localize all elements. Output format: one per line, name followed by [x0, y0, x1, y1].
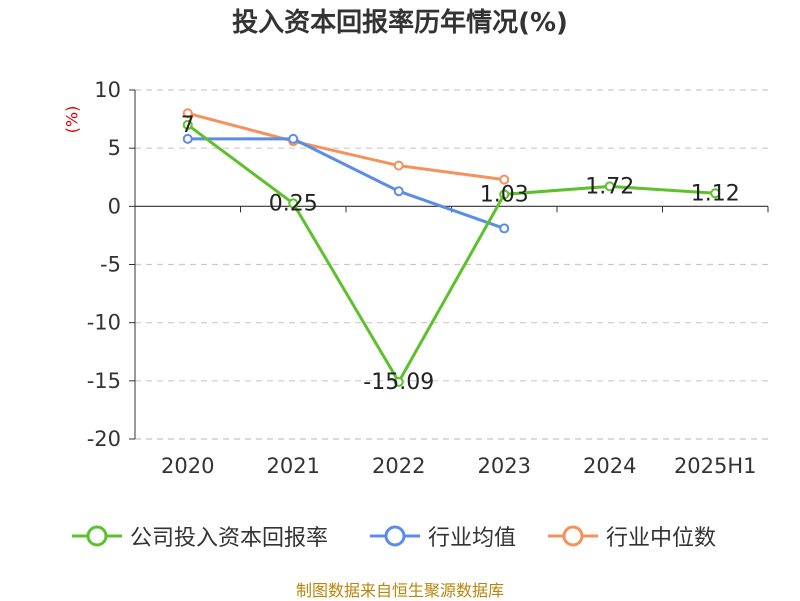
grid-lines: [135, 89, 768, 440]
chart-title: 投入资本回报率历年情况(%): [232, 8, 568, 38]
series-1-point[interactable]: [288, 133, 299, 144]
series-0-point[interactable]: [393, 376, 404, 387]
x-tick-label: 2025H1: [674, 454, 757, 478]
legend-label-industry-mean: 行业均值: [428, 526, 517, 551]
series-0-point[interactable]: [288, 198, 299, 209]
series-0-point[interactable]: [710, 188, 721, 199]
data-label: 1.03: [480, 182, 529, 207]
x-tick-label: 2024: [583, 454, 636, 478]
data-label: -15.09: [363, 370, 434, 395]
y-tick-label: -15: [87, 369, 121, 393]
chart-legend: 公司投入资本回报率 行业均值 行业中位数: [0, 518, 800, 554]
y-tick-label: -5: [100, 253, 121, 277]
series-1-point[interactable]: [393, 186, 404, 197]
y-tick-label: 10: [94, 78, 121, 102]
legend-swatch-marker: [562, 525, 584, 547]
legend-swatch-company: [72, 525, 122, 547]
axes: 10 5 0 -5 -10 -15 -20 2020 2021 2022 2023 2024 2025H…: [87, 78, 769, 478]
data-labels: 7 0.25 -15.09 1.03 1.72 1.12: [181, 113, 740, 395]
series-1-point[interactable]: [182, 133, 193, 144]
y-tick-label: 0: [108, 194, 121, 218]
series-lines: [182, 108, 721, 387]
x-tick-label: 2021: [267, 454, 320, 478]
legend-label-company: 公司投入资本回报率: [130, 526, 329, 551]
series-2-point[interactable]: [182, 108, 193, 119]
data-label: 1.72: [585, 174, 634, 199]
legend-swatch-industry-median: [548, 525, 598, 547]
legend-item-company[interactable]: 公司投入资本回报率: [72, 518, 328, 554]
legend-swatch-marker: [384, 525, 406, 547]
series-1-point[interactable]: [499, 223, 510, 234]
legend-swatch-marker: [86, 525, 108, 547]
x-tick-label: 2023: [478, 454, 531, 478]
data-label: 7: [181, 113, 195, 138]
series-2-point[interactable]: [499, 174, 510, 185]
series-line-2: [187, 111, 505, 182]
y-tick-label: -20: [87, 427, 121, 451]
legend-item-industry-median[interactable]: 行业中位数: [548, 518, 716, 554]
series-0-point[interactable]: [182, 119, 193, 130]
legend-item-industry-mean[interactable]: 行业均值: [370, 518, 516, 554]
series-line-1: [187, 137, 505, 230]
series-0-point[interactable]: [499, 189, 510, 200]
x-tick-label: 2022: [372, 454, 425, 478]
line-chart: 10 5 0 -5 -10 -15 -20 2020 2021 2022 2023 2024 2025H…: [87, 78, 769, 478]
data-source-note: 制图数据来自恒生聚源数据库: [295, 581, 504, 600]
data-label: 0.25: [269, 191, 318, 216]
legend-swatch-industry-mean: [370, 525, 420, 547]
series-2-point[interactable]: [393, 160, 404, 171]
x-tick-label: 2020: [161, 454, 214, 478]
y-tick-label: 5: [108, 136, 121, 160]
data-label: 1.12: [691, 181, 740, 206]
legend-label-industry-median: 行业中位数: [606, 526, 717, 551]
series-line-0: [186, 123, 716, 384]
series-0-point[interactable]: [604, 181, 615, 192]
y-tick-label: -10: [87, 311, 121, 335]
